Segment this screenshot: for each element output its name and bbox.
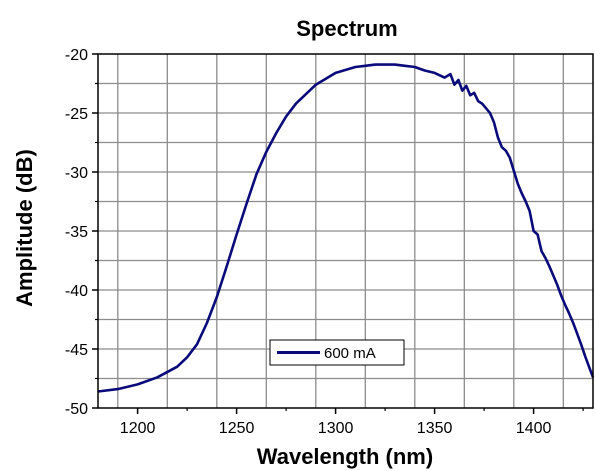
y-tick-label: -45 (65, 342, 88, 359)
axis-ticks: 1200 1250 1300 1350 1400 -20 -25 -30 -35 -40 -45 -5… (65, 47, 584, 437)
y-tick-label: -30 (65, 165, 88, 182)
y-tick-label: -40 (65, 283, 88, 300)
y-tick-label: -20 (65, 47, 88, 64)
y-axis-label: Amplitude (dB) (12, 149, 37, 307)
grid-lines (98, 54, 593, 408)
x-tick-label: 1300 (318, 420, 354, 437)
plot-area (97, 63, 595, 393)
x-tick-label: 1250 (219, 420, 255, 437)
x-tick-label: 1200 (120, 420, 156, 437)
x-tick-label: 1400 (516, 420, 552, 437)
legend-label-600ma: 600 mA (324, 345, 376, 362)
x-axis-label: Wavelength (nm) (257, 444, 433, 469)
chart-title: Spectrum (296, 16, 397, 41)
series-line-0 (97, 63, 595, 393)
y-tick-label: -25 (65, 106, 88, 123)
y-tick-label: -35 (65, 224, 88, 241)
legend: 600 mA (269, 339, 405, 366)
x-tick-label: 1350 (417, 420, 453, 437)
y-tick-label: -50 (65, 401, 88, 418)
